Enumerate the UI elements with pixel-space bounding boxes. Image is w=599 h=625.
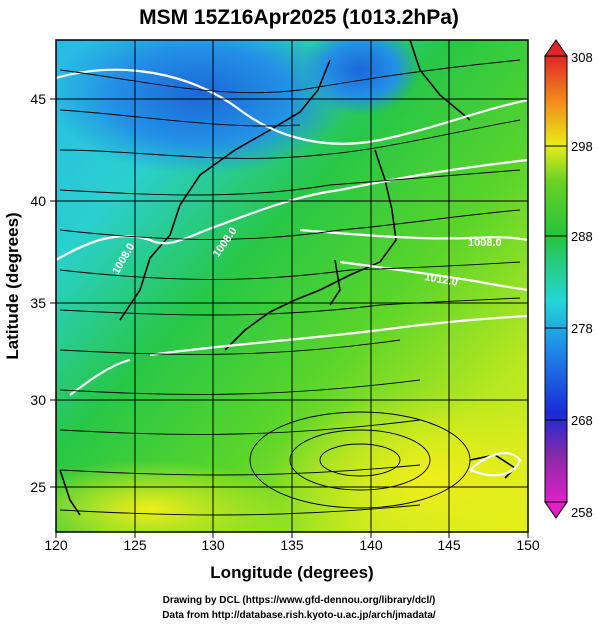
x-tick-label: 140 (359, 537, 383, 553)
x-tick-label: 125 (123, 537, 147, 553)
x-tick-label: 145 (437, 537, 461, 553)
colorbar-gradient (544, 55, 568, 503)
wind-streamlines (59, 59, 521, 516)
y-tick-labels: 45 40 35 30 25 (30, 91, 46, 495)
warm-region (270, 390, 528, 532)
isobar-label: 1008.0 (468, 237, 502, 249)
x-tick-label: 130 (201, 537, 225, 553)
colorbar-label: 268 (571, 413, 593, 428)
footer-data-credit: Data from http://database.rish.kyoto-u.a… (162, 610, 436, 621)
colorbar-label: 298 (571, 139, 593, 154)
colorbar: 308 298 288 278 268 258 (544, 39, 593, 520)
x-tick-label: 135 (280, 537, 304, 553)
coastlines (59, 40, 517, 516)
colorbar-label: 258 (571, 505, 593, 520)
colorbar-label: 308 (571, 50, 593, 65)
y-tick-label: 25 (30, 479, 46, 495)
y-tick-label: 40 (30, 193, 46, 209)
colorbar-label: 288 (571, 229, 593, 244)
x-tick-labels: 120 125 130 135 140 145 150 (44, 537, 540, 553)
y-tick-marks (50, 98, 56, 488)
map-title: MSM 15Z16Apr2025 (1013.2hPa) (139, 6, 459, 29)
y-tick-label: 45 (30, 91, 46, 107)
x-tick-label: 120 (44, 537, 68, 553)
colorbar-tick-labels: 308 298 288 278 268 258 (571, 50, 593, 520)
colorbar-label: 278 (571, 321, 593, 336)
warm-region-south (56, 460, 290, 532)
footer-drawing-credit: Drawing by DCL (https://www.gfd-dennou.o… (163, 595, 436, 606)
graticule (56, 40, 528, 532)
x-tick-marks (55, 532, 529, 538)
colorbar-min-triangle (544, 501, 568, 519)
y-axis-title: Latitude (degrees) (3, 212, 22, 359)
y-tick-label: 30 (30, 392, 46, 408)
x-axis-title: Longitude (degrees) (210, 563, 373, 582)
colorbar-ticks (545, 145, 567, 421)
colorbar-max-triangle (544, 39, 568, 57)
x-tick-label: 150 (516, 537, 540, 553)
cold-region-north (300, 40, 420, 115)
map-plot-area: 1008.0 1012.0 1008.0 1008.0 (56, 40, 528, 532)
cold-region (56, 40, 350, 175)
isobar-label: 1012.0 (423, 271, 458, 289)
y-tick-label: 35 (30, 295, 46, 311)
